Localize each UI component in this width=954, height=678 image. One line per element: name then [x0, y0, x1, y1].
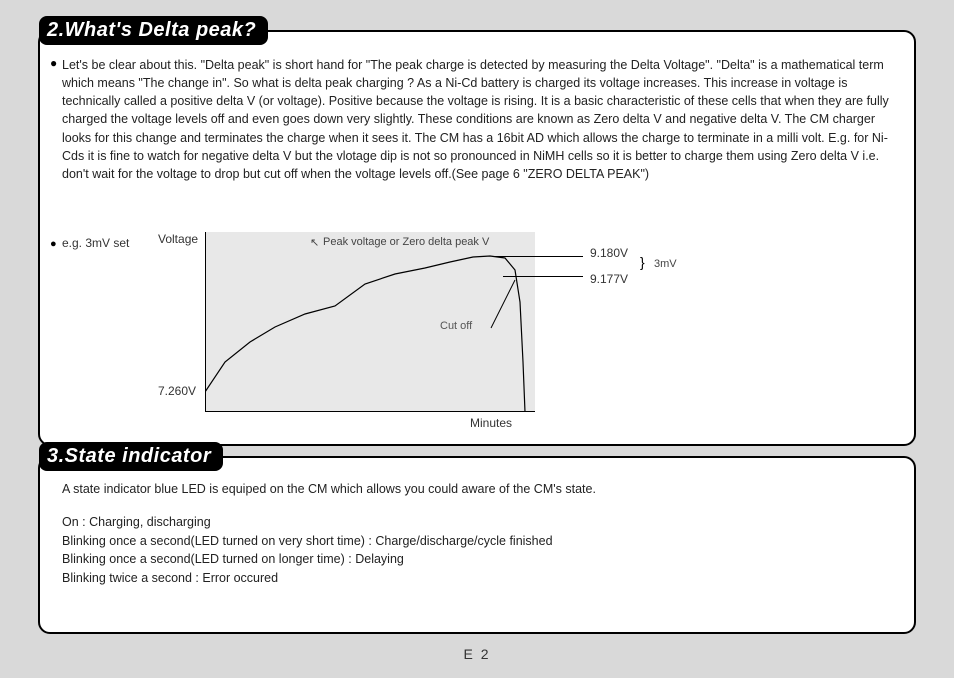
v-peak: 9.180V	[590, 246, 628, 260]
peak-label: Peak voltage or Zero delta peak V	[323, 236, 489, 248]
state-line: On : Charging, discharging	[62, 513, 894, 532]
section-delta-peak: 2.What's Delta peak? ● Let's be clear ab…	[38, 30, 916, 446]
cutoff-arrow-icon	[483, 278, 523, 338]
line-bottom	[503, 276, 583, 277]
v-after: 9.177V	[590, 272, 628, 286]
state-line: Blinking once a second(LED turned on lon…	[62, 550, 894, 569]
bullet-icon: ●	[50, 56, 57, 70]
intro-line: A state indicator blue LED is equiped on…	[62, 480, 894, 499]
section-2-title: 3.State indicator	[39, 442, 223, 471]
voltage-chart: ↖ Peak voltage or Zero delta peak V Cut …	[205, 232, 535, 412]
chart-y-label: Voltage	[158, 232, 198, 246]
section-1-body: Let's be clear about this. "Delta peak" …	[62, 56, 894, 183]
page-number: E 2	[0, 646, 954, 662]
v-start: 7.260V	[158, 384, 196, 398]
section-1-title: 2.What's Delta peak?	[39, 16, 268, 45]
line-top	[493, 256, 583, 257]
delta-label: 3mV	[654, 258, 677, 270]
brace-icon: }	[640, 254, 645, 270]
bullet-icon: ●	[50, 238, 57, 250]
section-state-indicator: 3.State indicator A state indicator blue…	[38, 456, 916, 634]
chart-x-label: Minutes	[470, 416, 512, 430]
state-line: Blinking once a second(LED turned on ver…	[62, 532, 894, 551]
peak-arrow-icon: ↖	[310, 236, 319, 249]
section-2-body: A state indicator blue LED is equiped on…	[62, 480, 894, 588]
example-label: e.g. 3mV set	[62, 236, 129, 250]
state-line: Blinking twice a second : Error occured	[62, 569, 894, 588]
cutoff-label: Cut off	[440, 320, 472, 332]
